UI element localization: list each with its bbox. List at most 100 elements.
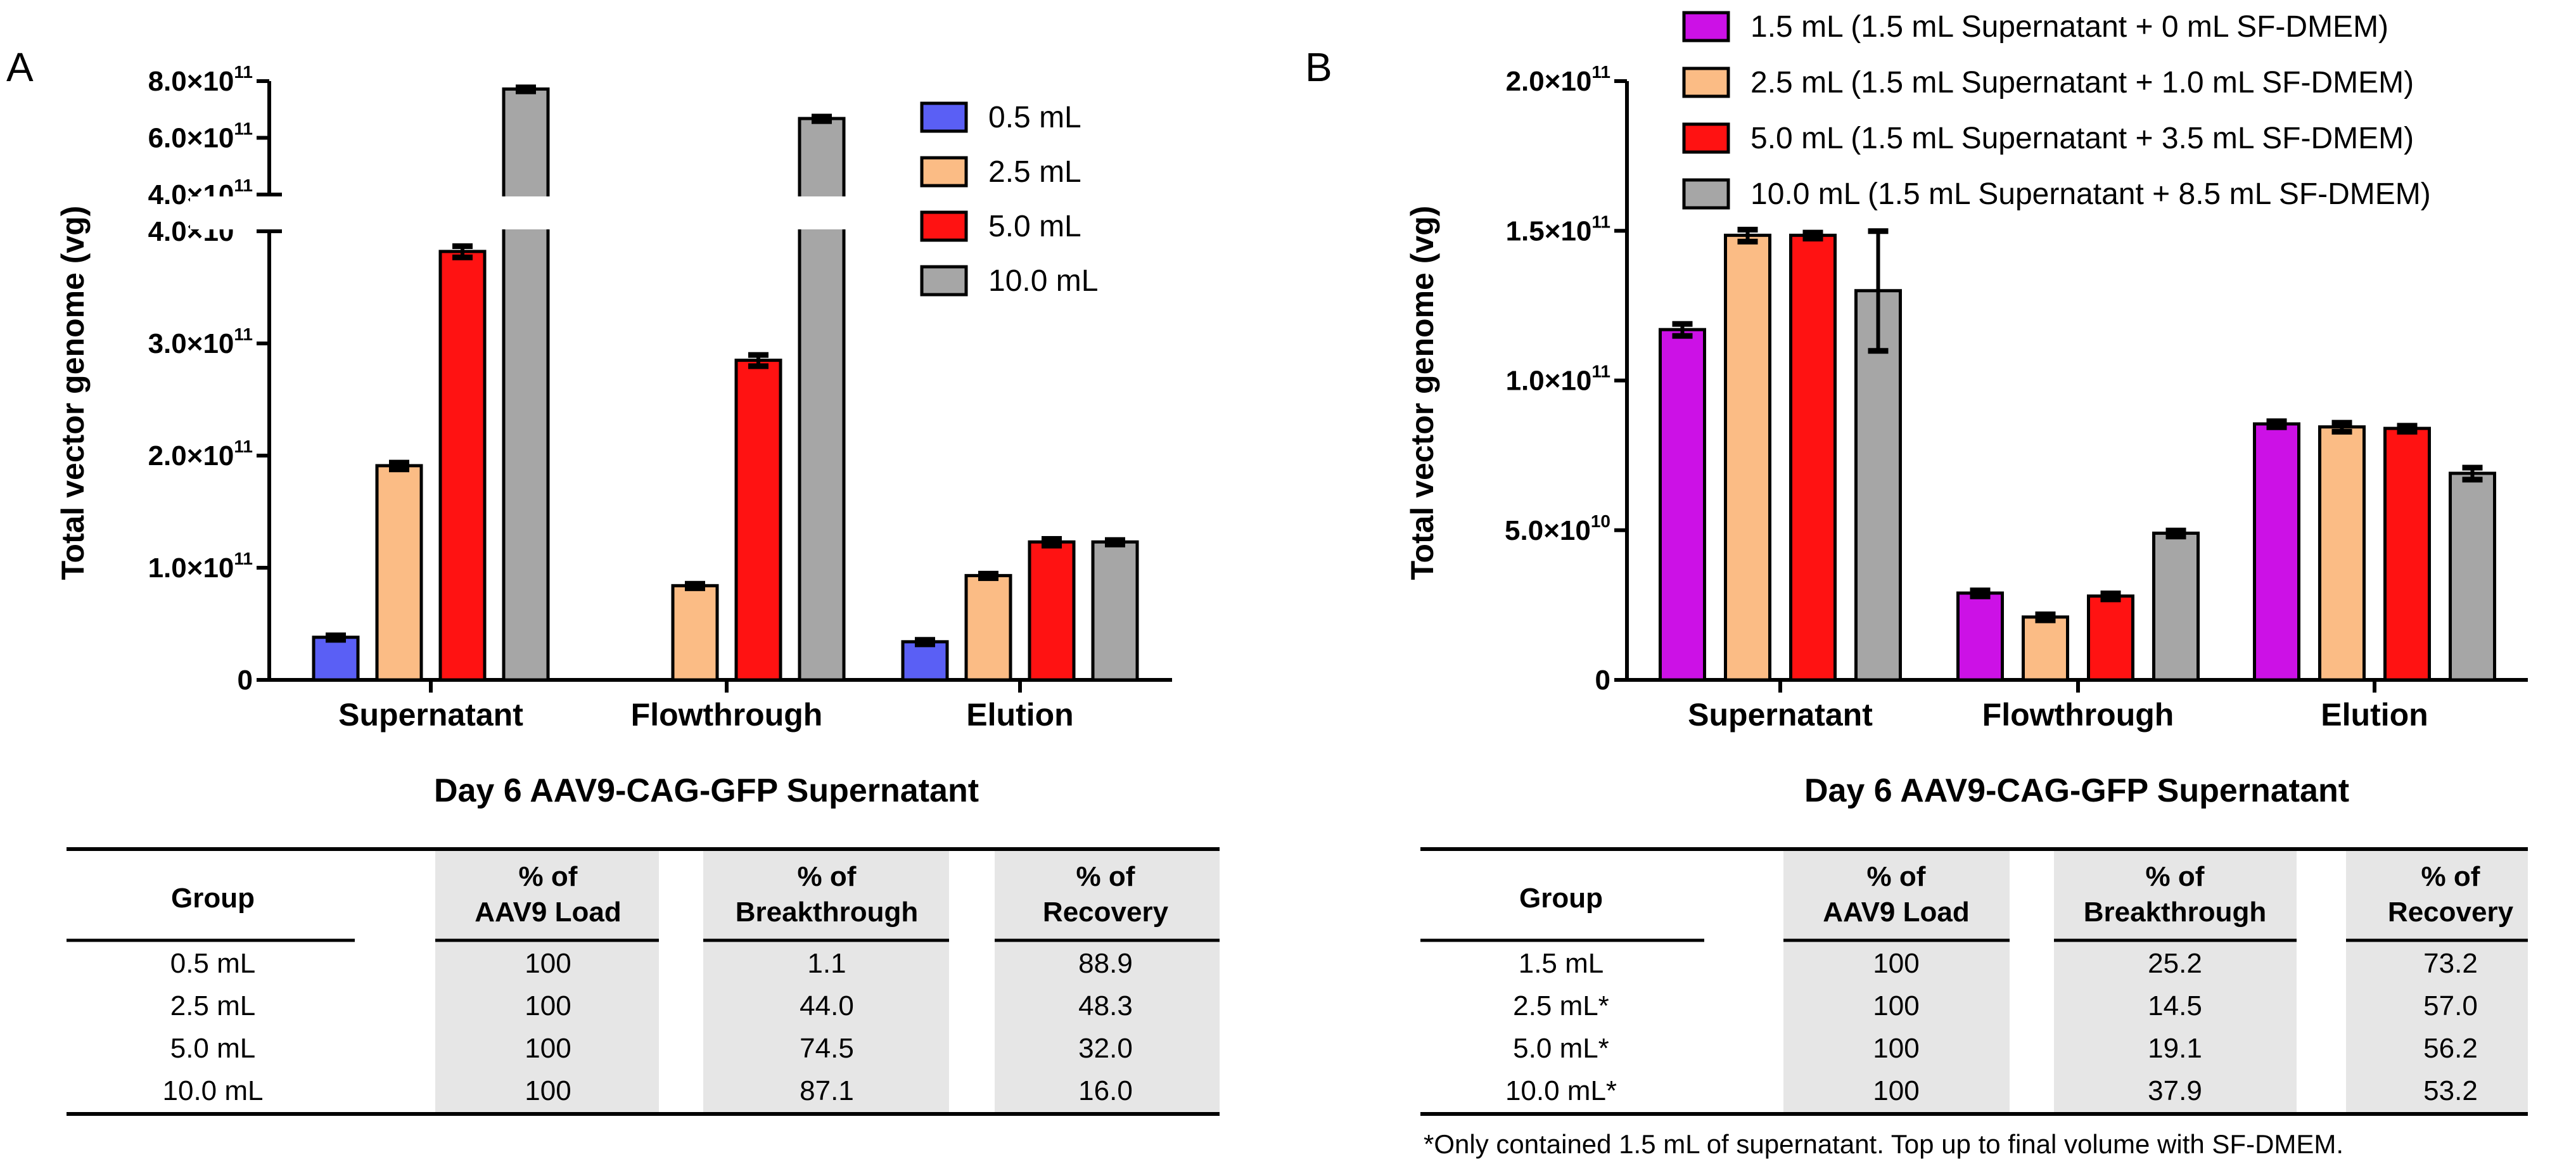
error-cap <box>685 580 705 587</box>
error-cap <box>915 641 935 648</box>
bar-5-0-ml-elution <box>2383 426 2431 682</box>
table-cell-r1-c3: 48.3 <box>1078 990 1133 1021</box>
error-cap <box>2462 464 2483 471</box>
table-header-of-breakthrough-line1: Breakthrough <box>736 897 918 928</box>
table-header-of-aav9-load-line1: AAV9 Load <box>1823 897 1969 928</box>
y-tick-label: 0 <box>1595 665 1610 696</box>
error-cap <box>326 632 346 639</box>
bar-5-0-ml-flowthrough <box>2087 594 2134 682</box>
legend-label-2-5-ml: 2.5 mL (1.5 mL Supernatant + 1.0 mL SF-D… <box>1750 66 2414 99</box>
bar-2-5-ml-flowthrough <box>2022 615 2069 682</box>
y-tick-label: 5.0×1010 <box>1505 511 1610 546</box>
error-cap <box>978 575 998 581</box>
panel-b-label: B <box>1305 44 1332 90</box>
bar-1-5-ml-supernatant <box>1659 328 1706 682</box>
table-cell-r1-c0: 2.5 mL* <box>1513 990 1609 1021</box>
panel-a: A Total vector genome (vg) 0 1.0×1011 2.0×… <box>6 44 1220 1116</box>
table-column-shade <box>2054 849 2297 1114</box>
table-cell-r0-c2: 1.1 <box>807 948 846 979</box>
table-cell-r1-c2: 14.5 <box>2148 990 2202 1021</box>
x-tick-label-elution: Elution <box>2321 697 2428 732</box>
bar-10-0-ml-elution <box>1091 540 1139 682</box>
table-column-shade <box>1783 849 2010 1114</box>
error-cap <box>2266 424 2287 430</box>
error-cap <box>685 585 705 591</box>
error-cap <box>1105 537 1125 543</box>
table-cell-r0-c1: 100 <box>1873 948 1919 979</box>
bar-10-0-ml-flowthrough <box>2152 531 2200 682</box>
legend-swatch-2-5-ml <box>1682 67 1730 98</box>
legend-label-0-5-ml: 0.5 mL <box>988 101 1081 134</box>
bar-10-0-ml-supernatant <box>1854 289 1902 682</box>
error-cap <box>2331 419 2352 426</box>
table-cell-r3-c1: 100 <box>1873 1075 1919 1106</box>
legend-swatch-10-0-ml <box>920 265 968 297</box>
table-cell-r1-c0: 2.5 mL <box>170 990 256 1021</box>
y-tick-label: 1.5×1011 <box>1506 212 1610 246</box>
bar-10-0-ml-supernatant <box>502 87 550 682</box>
table-header-of-breakthrough-line0: % of <box>2146 861 2205 892</box>
error-cap <box>389 466 409 473</box>
x-tick-label-elution: Elution <box>966 697 1073 732</box>
bar-2-5-ml-supernatant <box>375 464 423 682</box>
error-cap <box>1042 542 1062 549</box>
table-header-of-breakthrough-line0: % of <box>798 861 857 892</box>
bar-2-5-ml-flowthrough <box>671 584 719 682</box>
table-header-group: Group <box>171 883 255 914</box>
error-cap <box>915 637 935 643</box>
error-cap <box>1802 229 1823 236</box>
error-cap <box>1970 587 1991 594</box>
error-cap <box>516 84 536 91</box>
table-cell-r1-c1: 100 <box>525 990 571 1021</box>
error-cap <box>2397 423 2418 429</box>
table-cell-r3-c0: 10.0 mL* <box>1505 1075 1617 1106</box>
table-cell-r2-c2: 19.1 <box>2148 1033 2202 1064</box>
table-header-of-recovery-line1: Recovery <box>1043 897 1169 928</box>
table-cell-r2-c1: 100 <box>525 1033 571 1064</box>
table-cell-r1-c1: 100 <box>1873 990 1919 1021</box>
error-cap <box>452 254 473 260</box>
legend-label-5-0-ml: 5.0 mL (1.5 mL Supernatant + 3.5 mL SF-D… <box>1750 122 2414 155</box>
table-column-shade <box>703 849 949 1114</box>
error-cap <box>326 637 346 643</box>
error-cap <box>2331 428 2352 435</box>
table-cell-r1-c3: 57.0 <box>2423 990 2478 1021</box>
table-cell-r2-c0: 5.0 mL <box>170 1033 256 1064</box>
error-cap <box>812 113 832 120</box>
legend-swatch-5-0-ml <box>920 210 968 242</box>
table-cell-r0-c0: 0.5 mL <box>170 948 256 979</box>
error-cap <box>516 88 536 94</box>
table-cell-r2-c1: 100 <box>1873 1033 1919 1064</box>
error-cap <box>1672 321 1693 327</box>
table-header-of-aav9-load-line1: AAV9 Load <box>475 897 621 928</box>
x-tick-label-supernatant: Supernatant <box>1688 697 1873 732</box>
error-cap <box>1868 228 1889 234</box>
error-cap <box>1737 238 1758 245</box>
bar-2-5-ml-elution <box>2318 425 2366 682</box>
bar-0-5-ml-supernatant <box>312 636 360 682</box>
legend-swatch-1-5-ml <box>1682 11 1730 42</box>
error-cap <box>812 118 832 124</box>
error-cap <box>2266 418 2287 425</box>
panel-a-label: A <box>6 44 34 90</box>
table-header-group: Group <box>1519 883 1603 914</box>
table-header-of-aav9-load-line0: % of <box>519 861 578 892</box>
bar-10-0-ml-elution <box>2449 471 2496 682</box>
y-tick-label: 2.0×1011 <box>148 437 253 471</box>
table-cell-r0-c3: 88.9 <box>1078 948 1133 979</box>
x-tick-label-flowthrough: Flowthrough <box>1982 697 2174 732</box>
error-cap <box>2035 617 2056 624</box>
y-tick-label: 3.0×1011 <box>148 324 253 359</box>
panel-b: B Total vector genome (vg) 0 5.0×1010 1.0×… <box>1305 10 2528 1159</box>
table-cell-r0-c0: 1.5 mL <box>1519 948 1604 979</box>
table-column-shade <box>995 849 1220 1114</box>
error-cap <box>1868 348 1889 354</box>
bar-5-0-ml-elution <box>1028 540 1076 682</box>
error-cap <box>452 243 473 250</box>
table-footnote: *Only contained 1.5 mL of supernatant. T… <box>1424 1129 2343 1159</box>
table-cell-r3-c3: 16.0 <box>1078 1075 1133 1106</box>
table-cell-r3-c0: 10.0 mL <box>163 1075 264 1106</box>
y-tick-label: 1.0×1011 <box>148 549 253 584</box>
table-cell-r2-c3: 56.2 <box>2423 1033 2478 1064</box>
